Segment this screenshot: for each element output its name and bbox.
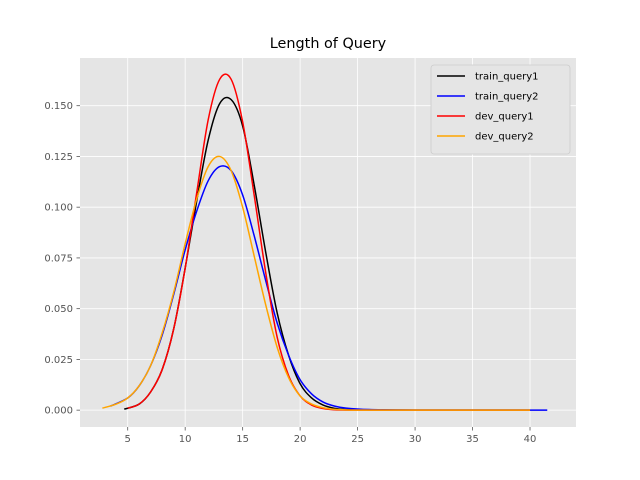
- axis-ticks: 5 10 15 20 25 30 35 40 0.000 0.025 0.050 0.075 0.100…: [44, 101, 536, 445]
- y-tick-label: 0.075: [44, 253, 73, 264]
- y-tick-label: 0.050: [44, 304, 73, 315]
- x-tick-label: 35: [466, 434, 479, 445]
- legend-label: dev_query2: [475, 132, 534, 143]
- grid-lines: [80, 58, 576, 427]
- legend-box: [430, 64, 571, 155]
- x-tick-label: 10: [179, 434, 192, 445]
- x-tick-label: 30: [409, 434, 422, 445]
- x-tick-label: 5: [125, 434, 131, 445]
- legend-label: train_query1: [475, 72, 539, 83]
- chart-title: Length of Query: [270, 36, 387, 52]
- legend-label: dev_query1: [475, 112, 534, 123]
- y-tick-label: 0.100: [44, 203, 73, 214]
- x-tick-label: 25: [351, 434, 364, 445]
- y-tick-label: 0.150: [44, 101, 73, 112]
- y-tick-label: 0.000: [44, 406, 73, 417]
- x-tick-label: 40: [524, 434, 537, 445]
- series-line-dev-query2: [102, 155, 531, 411]
- legend-label: train_query2: [475, 92, 539, 103]
- y-tick-label: 0.125: [44, 152, 73, 163]
- x-tick-label: 15: [236, 434, 249, 445]
- series-lines: [102, 73, 548, 411]
- legend: train_query1 train_query2 dev_query1 dev_qu…: [430, 64, 571, 155]
- x-tick-label: 20: [294, 434, 307, 445]
- y-tick-label: 0.025: [44, 355, 73, 366]
